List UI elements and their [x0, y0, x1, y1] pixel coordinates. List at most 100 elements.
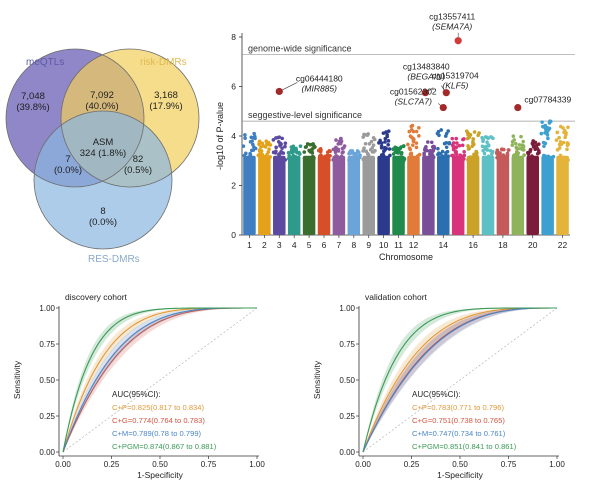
x-tick-label: 11 — [394, 240, 403, 250]
highlight-gene: (MIR885) — [302, 83, 338, 93]
highlight-point — [514, 103, 522, 112]
chromosome-points-13 — [422, 140, 437, 235]
x-tick-label: 4 — [292, 240, 297, 250]
highlight-point — [421, 89, 429, 97]
venn-circle-res-dmrs — [34, 111, 172, 249]
legend-entry-c-p: C+P=0.825(0.817 to 0.834) — [112, 403, 205, 412]
venn-meqtl-res-count: 7 — [65, 154, 70, 165]
highlight-gene: (SLC7A7) — [395, 97, 432, 107]
x-tick-label: 6 — [322, 240, 327, 250]
chromosome-points-12 — [406, 123, 422, 235]
y-tick-label: 0.75 — [39, 340, 55, 349]
chromosome-points-21 — [539, 119, 556, 235]
highlight-name: cg06444180 — [296, 73, 343, 83]
roc-ci-band-c-p — [63, 308, 257, 452]
venn-all-three-count: 324 (1.8%) — [80, 148, 126, 159]
chromosome-points-22 — [554, 124, 571, 235]
roc-curve-c-pgm — [62, 307, 257, 453]
roc-ci-band-c-m — [363, 308, 557, 452]
chromosome-points-14 — [435, 128, 452, 235]
chromosome-points-15 — [450, 136, 467, 235]
x-tick-label: 22 — [558, 240, 568, 250]
y-tick-label: 0 — [231, 230, 236, 240]
venn-label-risk-dmrs: risk-DMRs — [140, 57, 187, 68]
venn-risk-res-count: 82 — [133, 154, 144, 165]
legend-entry-c-p: C+P=0.783(0.771 to 0.796) — [412, 403, 505, 412]
y-tick-label: 0.00 — [39, 448, 55, 457]
chromosome-points-1 — [241, 131, 258, 235]
legend-entry-c-m: C+M=0.789(0.78 to 0.799) — [112, 429, 202, 438]
x-tick-label: 2 — [262, 240, 267, 250]
reference-diagonal — [62, 307, 258, 453]
y-tick-label: 2 — [231, 181, 236, 191]
highlight-gene: (KLF5) — [442, 81, 468, 91]
x-tick-label: 0.25 — [104, 460, 120, 469]
venn-meqtl-risk-count: 7,092 — [90, 90, 114, 101]
y-tick-label: 0.25 — [339, 412, 355, 421]
x-tick-label: 12 — [409, 240, 419, 250]
venn-meqtl-only-pct: (39.8%) — [16, 102, 49, 113]
x-tick-label: 14 — [439, 240, 449, 250]
legend-title: AUC(95%CI): — [112, 390, 160, 399]
chromosome-points-5 — [302, 142, 317, 235]
legend-entry-c-pgm: C+PGM=0.851(0.841 to 0.861) — [412, 442, 517, 451]
x-tick-label: 1 — [247, 240, 252, 250]
highlight-point — [454, 37, 462, 45]
venn-meqtl-res-pct: (0.0%) — [54, 165, 82, 176]
y-tick-label: 1.00 — [339, 304, 355, 313]
x-tick-label: 9 — [366, 240, 371, 250]
x-tick-label: 0.00 — [55, 460, 71, 469]
y-tick-label: 8 — [231, 32, 236, 42]
x-tick-label: 3 — [277, 240, 282, 250]
venn-risk-res-pct: (0.5%) — [124, 165, 152, 176]
legend-entry-c-m: C+M=0.747(0.734 to 0.761) — [412, 429, 506, 438]
legend-entry-c-pgm: C+PGM=0.874(0.867 to 0.881) — [112, 442, 217, 451]
venn-all-three-title: ASM — [93, 137, 114, 148]
venn-meqtl-risk-pct: (40.0%) — [85, 101, 118, 112]
roc-validation: validation cohort 0.000.00 0.25 0.25 0.50 0.5… — [312, 292, 565, 480]
y-tick-label: 0.50 — [339, 376, 355, 385]
x-tick-label: 10 — [379, 240, 389, 250]
threshold-label: genome-wide significance — [248, 43, 352, 53]
venn-risk-only-pct: (17.9%) — [149, 101, 182, 112]
x-tick-label: 0.25 — [404, 460, 420, 469]
roc-curve-c-m — [362, 307, 557, 453]
venn-res-only-count: 8 — [100, 206, 105, 217]
highlight-point — [442, 89, 450, 97]
y-tick-label: 0.50 — [39, 376, 55, 385]
y-axis-title: -log10 of P-value — [215, 102, 225, 170]
roc-title: validation cohort — [365, 292, 428, 302]
x-tick-label: 7 — [337, 240, 342, 250]
chromosome-points-7 — [331, 136, 347, 235]
x-tick-label: 0.50 — [452, 460, 468, 469]
y-axis-title: Sensitivity — [312, 360, 322, 399]
venn-diagram: meQTLs risk-DMRs RES-DMRs 7,048 (39.8%) … — [5, 48, 200, 265]
legend-entry-c-g: C+G=0.751(0.738 to 0.765) — [412, 416, 505, 425]
chromosome-points-17 — [480, 135, 495, 235]
roc-ci-band-c-g — [363, 308, 557, 452]
roc-curve-c-pgm — [362, 307, 557, 453]
venn-label-res-dmrs: RES-DMRs — [88, 254, 140, 265]
x-axis-title: 1-Specificity — [437, 470, 484, 480]
x-tick-label: 0.75 — [501, 460, 517, 469]
x-tick-label: 8 — [351, 240, 356, 250]
x-tick-label: 1.00 — [249, 460, 265, 469]
y-tick-label: 0.75 — [339, 340, 355, 349]
venn-label-meqtls: meQTLs — [26, 57, 64, 68]
highlight-name: cg13483840 — [403, 62, 450, 72]
x-tick-label: 0.75 — [201, 460, 217, 469]
venn-meqtl-only-count: 7,048 — [21, 91, 45, 102]
roc-title: discovery cohort — [65, 292, 128, 302]
y-tick-label: 4 — [231, 131, 236, 141]
x-tick-label: 20 — [528, 240, 538, 250]
chromosome-points-3 — [271, 135, 288, 235]
highlight-gene: (SEMA7A) — [432, 22, 472, 32]
highlight-name: cg15319704 — [432, 71, 479, 81]
y-tick-label: 0.25 — [39, 412, 55, 421]
x-tick-label: 18 — [498, 240, 508, 250]
threshold-label: seggestive-level significance — [248, 110, 362, 120]
chromosome-points-20 — [526, 139, 541, 235]
x-tick-label: 0.00 — [355, 460, 371, 469]
y-tick-label: 6 — [231, 82, 236, 92]
y-tick-label: 0.00 — [339, 448, 355, 457]
